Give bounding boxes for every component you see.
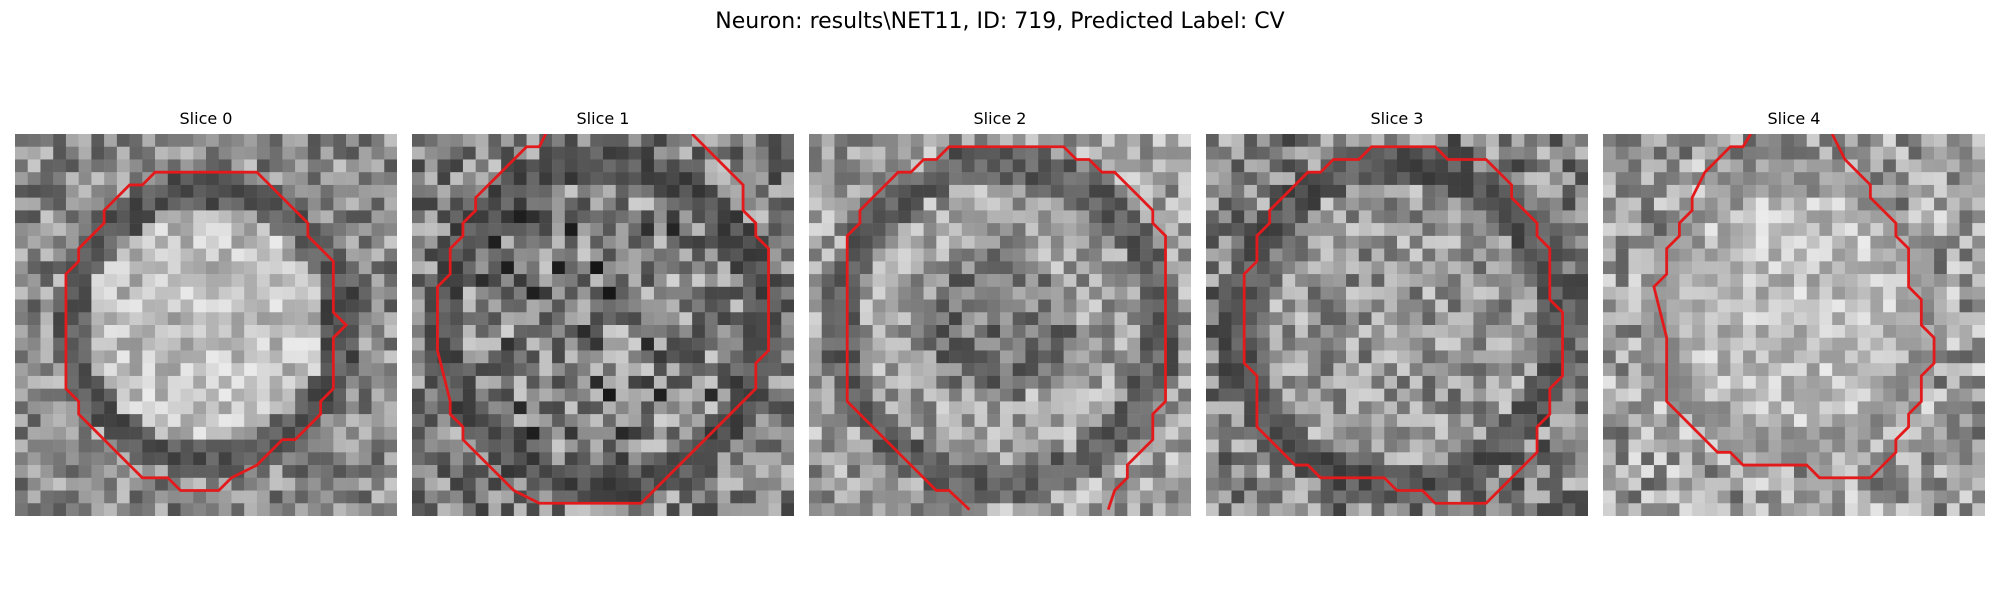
pixel-grid bbox=[412, 134, 794, 516]
slice-title: Slice 1 bbox=[576, 109, 630, 128]
neuron-contour bbox=[64, 170, 349, 492]
slice-panel-0: Slice 0 bbox=[15, 108, 397, 520]
slice-title: Slice 0 bbox=[179, 109, 233, 128]
pixel-grid bbox=[809, 134, 1191, 516]
pixel-grid bbox=[15, 134, 397, 516]
neuron-contour bbox=[845, 145, 1167, 511]
pixel-grid bbox=[1603, 134, 1985, 516]
slice-panel-3: Slice 3 bbox=[1206, 108, 1588, 520]
slice-image bbox=[1206, 134, 1588, 516]
slice-panel-4: Slice 4 bbox=[1603, 108, 1985, 520]
slice-panel-2: Slice 2 bbox=[809, 108, 1191, 520]
neuron-contour bbox=[436, 134, 770, 505]
slice-title: Slice 4 bbox=[1767, 109, 1821, 128]
figure-title: Neuron: results\NET11, ID: 719, Predicte… bbox=[715, 9, 1285, 34]
slice-title: Slice 2 bbox=[973, 109, 1027, 128]
slice-image bbox=[809, 134, 1191, 516]
slice-image bbox=[1603, 134, 1985, 516]
neuron-contour bbox=[1242, 145, 1564, 505]
slice-panel-1: Slice 1 bbox=[412, 108, 794, 520]
slice-image bbox=[15, 134, 397, 516]
neuron-contour bbox=[1652, 134, 1936, 480]
slice-title: Slice 3 bbox=[1370, 109, 1424, 128]
slice-image bbox=[412, 134, 794, 516]
